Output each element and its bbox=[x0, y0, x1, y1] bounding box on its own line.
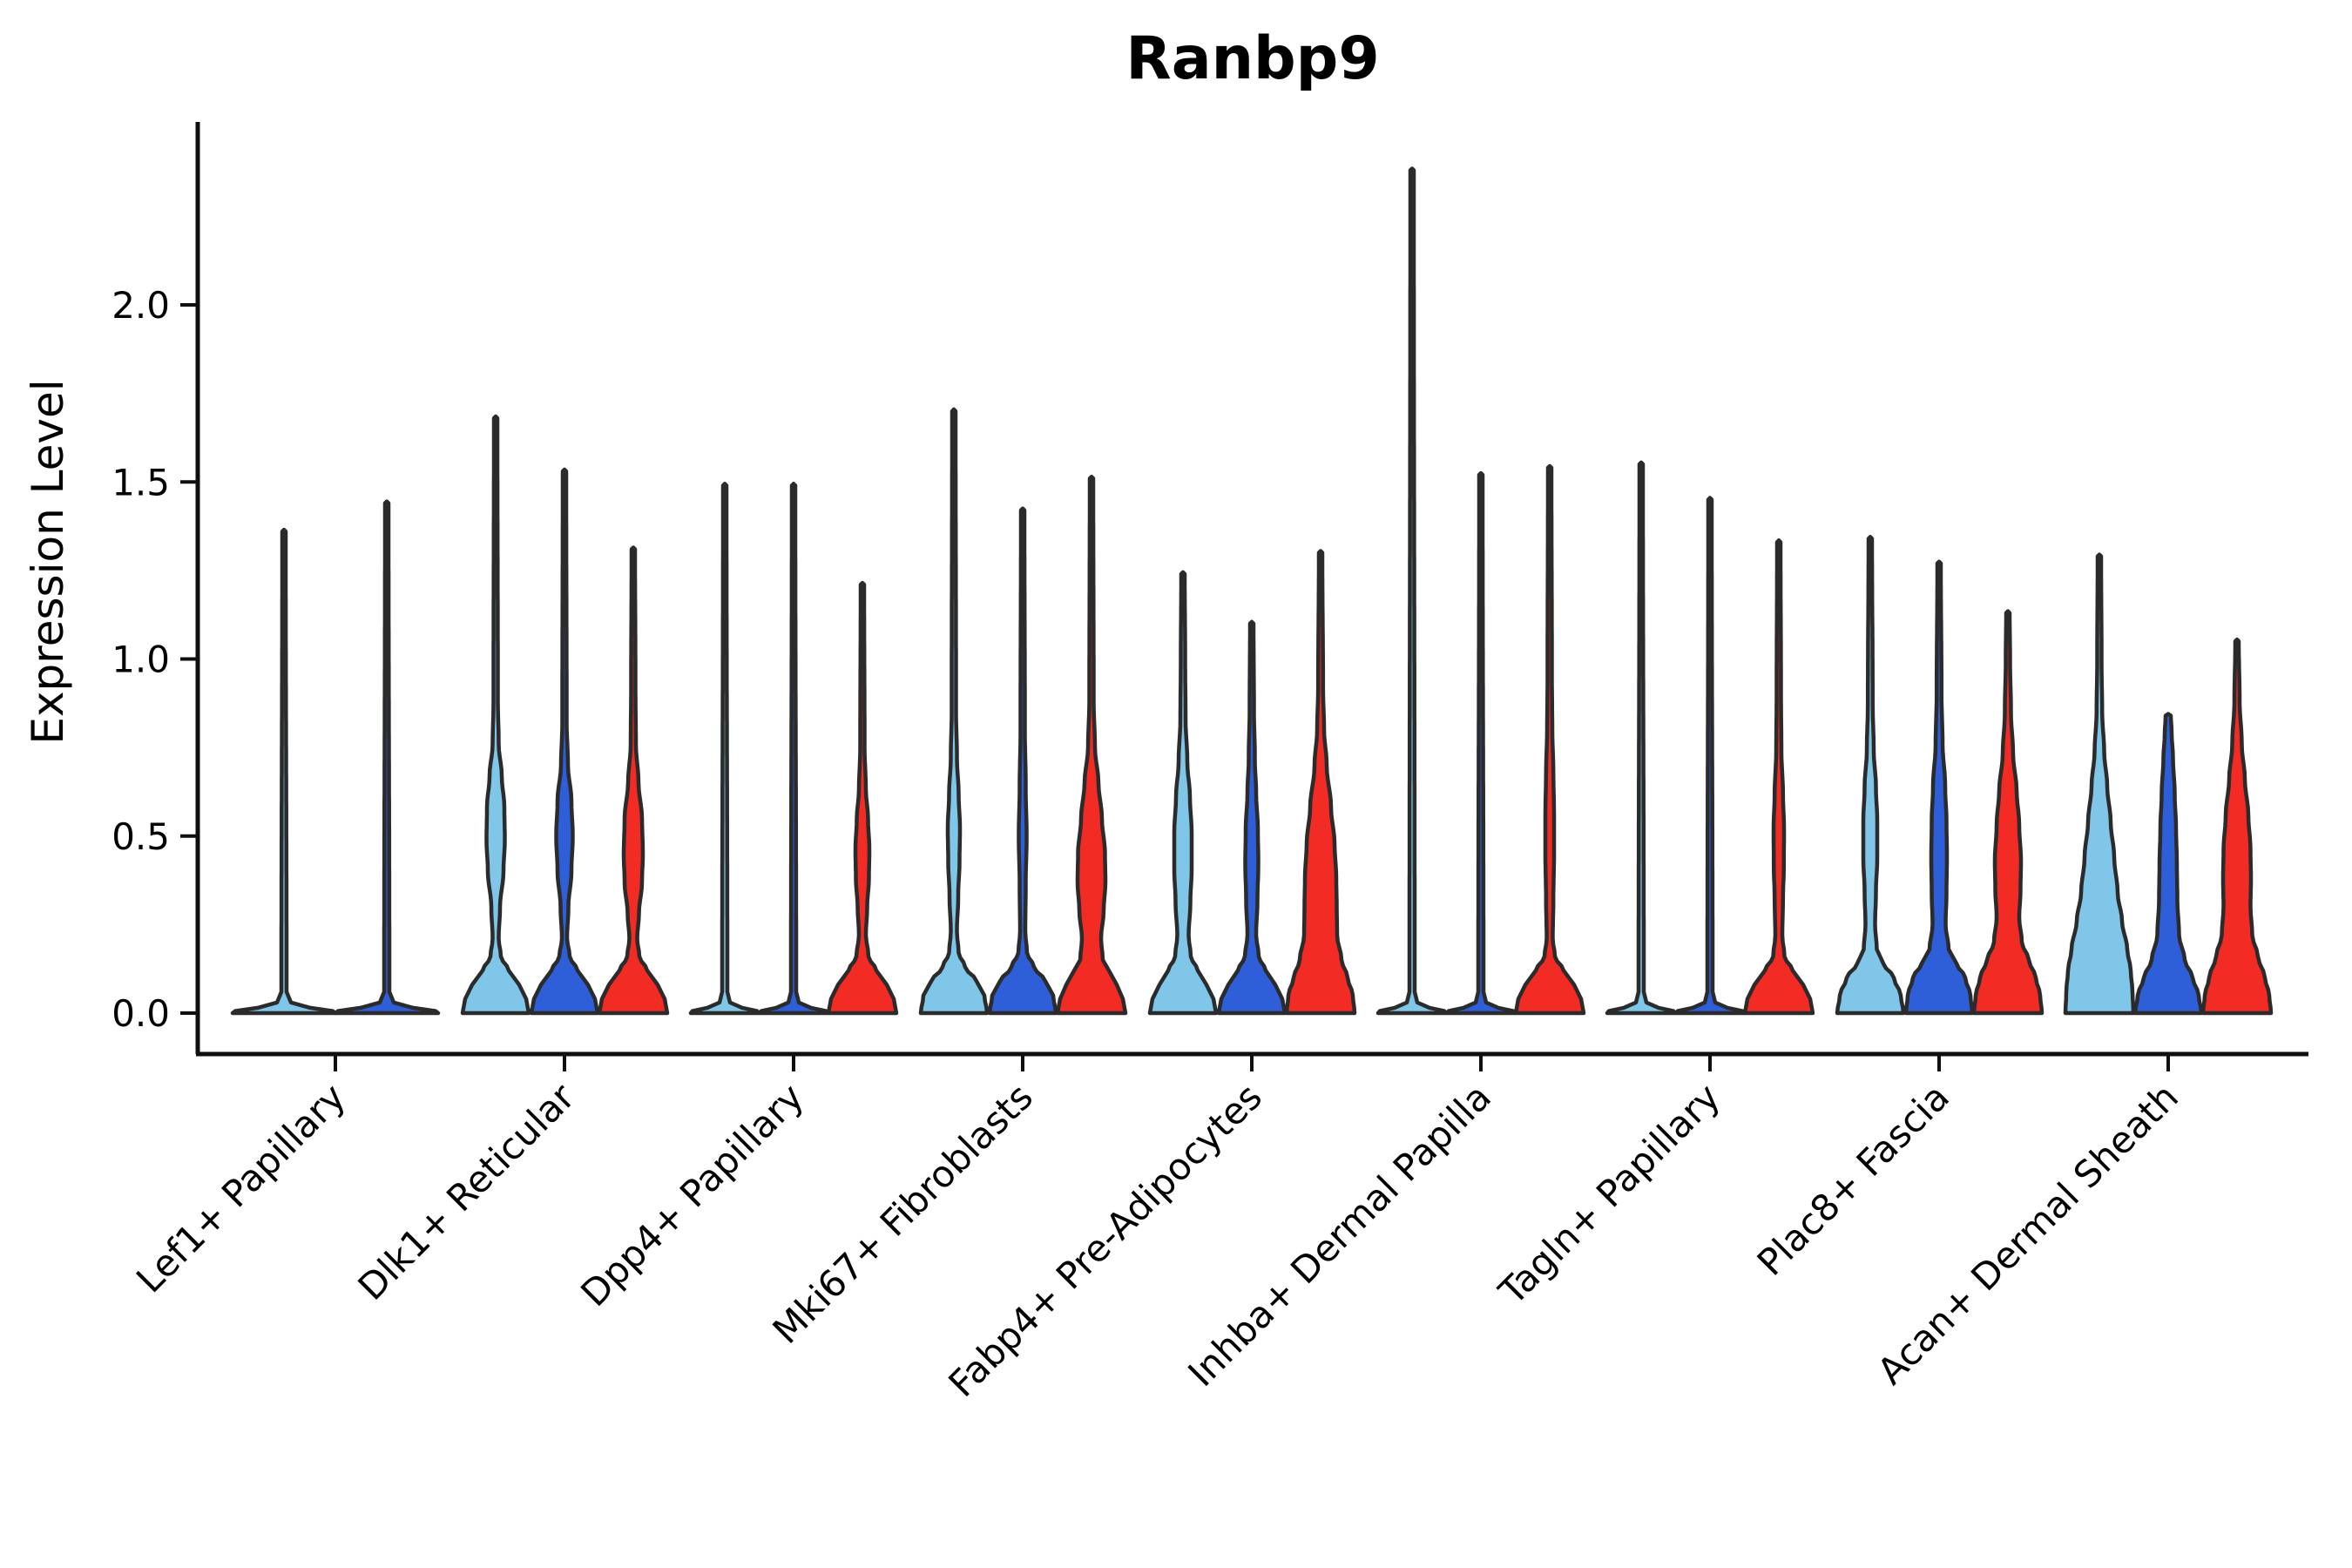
x-tick-label-mki67: Mki67+ Fibroblasts bbox=[765, 1075, 1041, 1351]
violin-dlk1-split-3-red bbox=[597, 545, 670, 1016]
y-tick-label: 1.5 bbox=[112, 461, 170, 504]
violin-inhba-split-1-light-blue bbox=[1375, 166, 1449, 1016]
violin-fabp4-split-1-light-blue bbox=[1147, 570, 1219, 1016]
violin-lef1-split-2-dark-blue bbox=[333, 499, 441, 1016]
chart-title: Ranbp9 bbox=[1125, 24, 1380, 93]
violin-dpp4-split-2-dark-blue bbox=[757, 482, 830, 1016]
x-tick-label-tagln: Tagln+ Papillary bbox=[1490, 1075, 1728, 1313]
x-tick-label-dpp4: Dpp4+ Papillary bbox=[572, 1075, 812, 1315]
violin-dpp4-split-1-light-blue bbox=[688, 482, 761, 1016]
violin-mki67-split-2-dark-blue bbox=[987, 506, 1058, 1016]
violin-plac8-split-3-red bbox=[1971, 609, 2044, 1016]
y-axis-label: Expression Level bbox=[23, 379, 73, 745]
x-tick-label-dlk1: Dlk1+ Reticular bbox=[350, 1075, 584, 1308]
y-tick-label: 1.0 bbox=[112, 639, 170, 681]
violin-lef1-split-1-light-blue bbox=[230, 527, 338, 1016]
violin-tagln-split-2-dark-blue bbox=[1673, 496, 1747, 1016]
violin-mki67-split-3-red bbox=[1055, 474, 1128, 1016]
violin-plac8-split-1-light-blue bbox=[1835, 535, 1906, 1016]
y-tick-label: 2.0 bbox=[112, 284, 170, 327]
y-tick-label: 0.5 bbox=[112, 815, 170, 858]
violin-plac8-split-2-dark-blue bbox=[1903, 559, 1975, 1016]
violin-acan-split-3-red bbox=[2200, 637, 2274, 1016]
violin-inhba-split-2-dark-blue bbox=[1444, 470, 1517, 1016]
violin-tagln-split-3-red bbox=[1742, 538, 1815, 1016]
x-tick-label-lef1: Lef1+ Papillary bbox=[128, 1075, 354, 1301]
violin-fabp4-split-3-red bbox=[1284, 549, 1357, 1016]
violin-mki67-split-1-light-blue bbox=[918, 407, 990, 1016]
violin-acan-split-2-dark-blue bbox=[2132, 712, 2204, 1016]
violin-tagln-split-1-light-blue bbox=[1605, 460, 1678, 1016]
y-tick-label: 0.0 bbox=[112, 992, 170, 1035]
violin-dpp4-split-3-red bbox=[826, 580, 899, 1016]
violin-fabp4-split-2-dark-blue bbox=[1216, 619, 1288, 1016]
x-tick-label-plac8: Plac8+ Fascia bbox=[1749, 1075, 1957, 1283]
violin-inhba-split-3-red bbox=[1513, 463, 1586, 1016]
violin-acan-split-1-light-blue bbox=[2063, 552, 2136, 1016]
violin-dlk1-split-2-dark-blue bbox=[529, 467, 600, 1016]
violin-dlk1-split-1-light-blue bbox=[460, 414, 531, 1016]
